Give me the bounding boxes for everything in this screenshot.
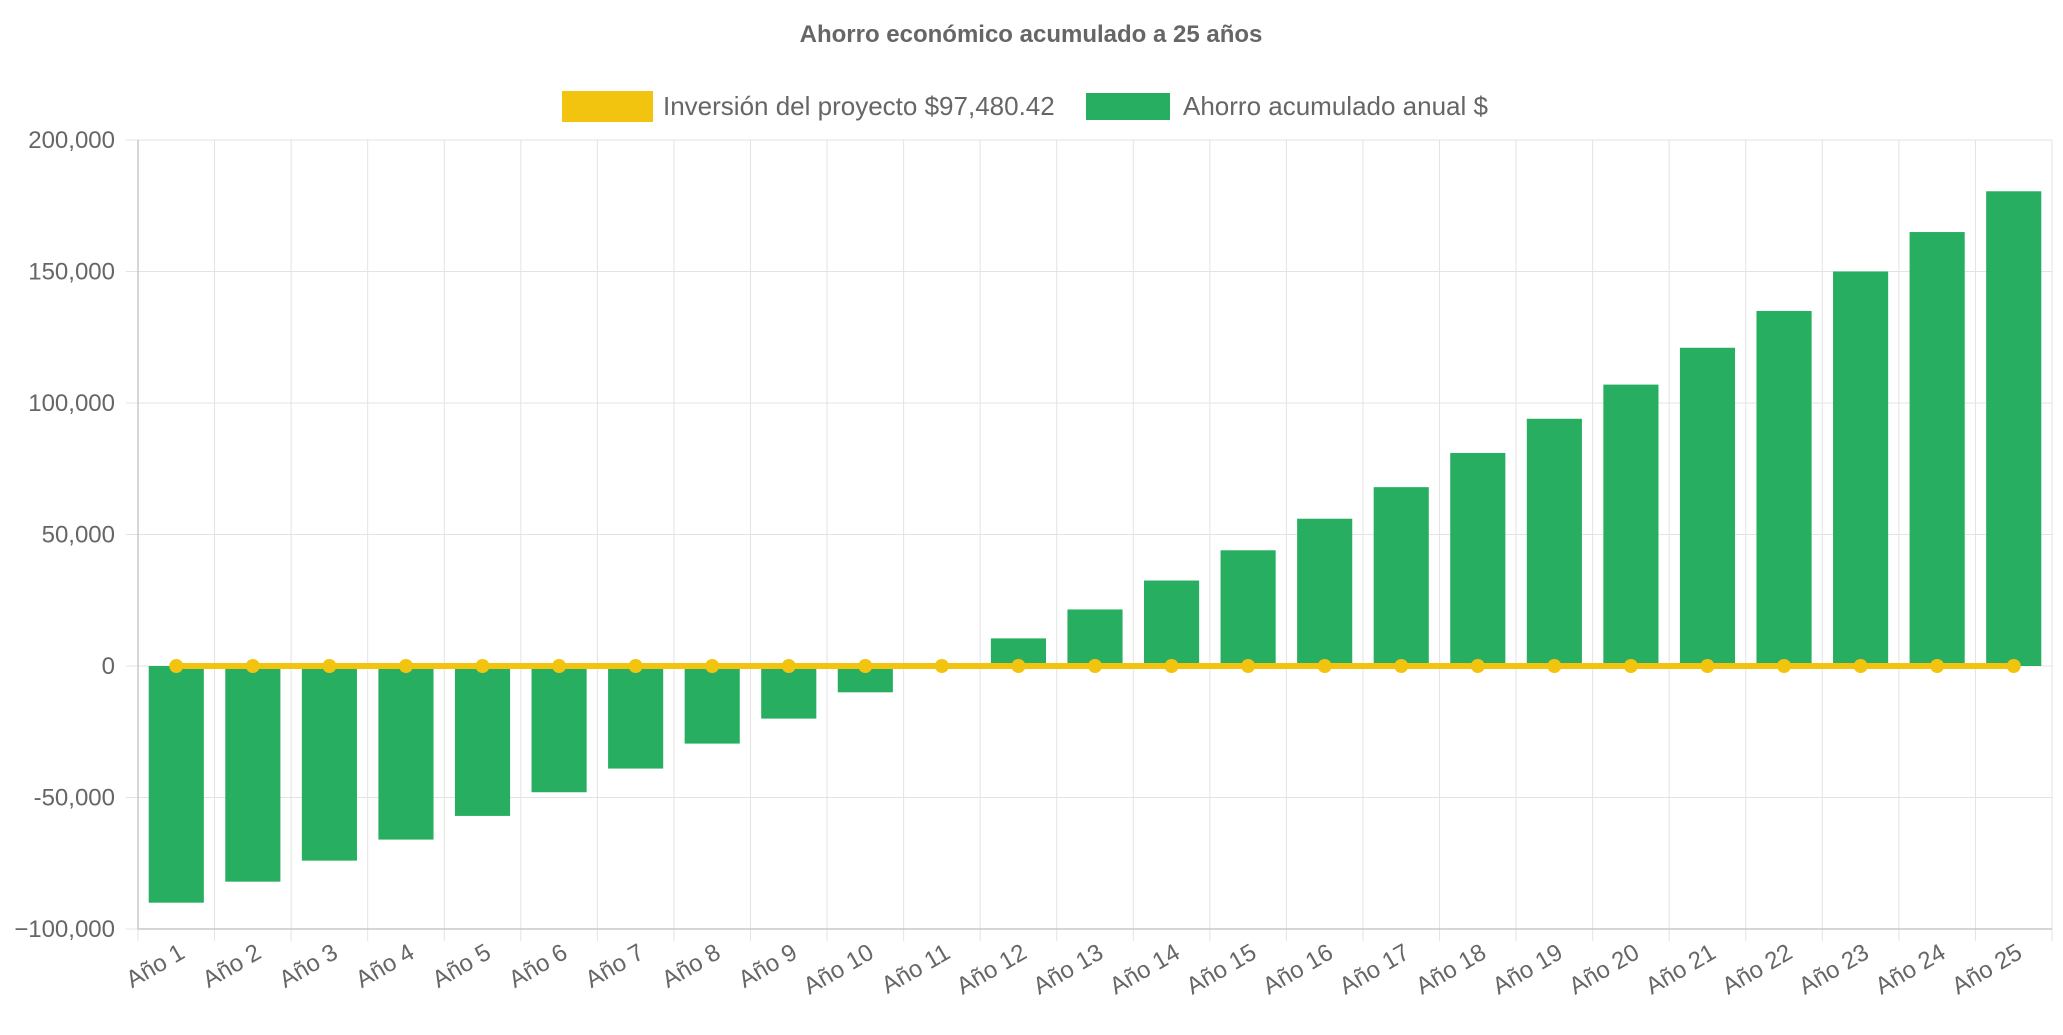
x-tick-label: Año 9 bbox=[734, 939, 802, 994]
y-tick-label: 50,000 bbox=[42, 522, 115, 549]
investment-point[interactable] bbox=[1700, 659, 1715, 673]
x-tick-label: Año 23 bbox=[1794, 939, 1873, 1000]
bar-año-19[interactable] bbox=[1526, 418, 1582, 666]
investment-point[interactable] bbox=[781, 659, 796, 673]
bar-año-17[interactable] bbox=[1373, 487, 1429, 666]
investment-point[interactable] bbox=[628, 659, 643, 673]
x-tick-label: Año 4 bbox=[351, 939, 419, 994]
bar-año-3[interactable] bbox=[301, 666, 357, 861]
line-investment bbox=[169, 659, 2021, 673]
investment-point[interactable] bbox=[1470, 659, 1485, 673]
x-tick-label: Año 3 bbox=[275, 939, 343, 994]
x-tick-label: Año 22 bbox=[1718, 939, 1797, 1000]
bar-año-8[interactable] bbox=[684, 666, 740, 744]
x-tick-label: Año 12 bbox=[952, 939, 1031, 1000]
investment-point[interactable] bbox=[1623, 659, 1638, 673]
investment-point[interactable] bbox=[322, 659, 337, 673]
x-tick-label: Año 19 bbox=[1488, 939, 1567, 1000]
legend-label-savings: Ahorro acumulado anual $ bbox=[1183, 91, 1489, 121]
chart-title: Ahorro económico acumulado a 25 años bbox=[800, 21, 1263, 48]
x-tick-label: Año 10 bbox=[799, 939, 878, 1000]
x-axis: Año 1 Año 2 Año 3 Año 4 Año 5 Año 6 Año 7 Año 8… bbox=[121, 939, 2026, 1000]
bar-año-1[interactable] bbox=[148, 666, 204, 903]
bar-año-9[interactable] bbox=[761, 666, 817, 719]
bar-año-14[interactable] bbox=[1143, 580, 1200, 666]
x-tick-label: Año 21 bbox=[1641, 939, 1720, 1000]
x-tick-label: Año 16 bbox=[1258, 939, 1337, 1000]
bar-año-5[interactable] bbox=[454, 666, 511, 816]
investment-point[interactable] bbox=[1088, 659, 1102, 673]
x-tick-label: Año 2 bbox=[198, 939, 266, 994]
x-tick-label: Año 6 bbox=[504, 939, 572, 994]
bar-año-16[interactable] bbox=[1297, 518, 1353, 666]
investment-point[interactable] bbox=[2006, 659, 2021, 673]
investment-point[interactable] bbox=[1853, 659, 1868, 673]
investment-point[interactable] bbox=[552, 659, 567, 673]
x-tick-label: Año 18 bbox=[1411, 939, 1490, 1000]
bar-año-13[interactable] bbox=[1067, 609, 1123, 666]
y-tick-label: −100,000 bbox=[14, 916, 115, 943]
legend-swatch-investment bbox=[562, 91, 653, 122]
legend-item-savings[interactable]: Ahorro acumulado anual $ bbox=[1086, 91, 1489, 121]
x-tick-label: Año 25 bbox=[1947, 939, 2026, 1000]
legend-item-investment[interactable]: Inversión del proyecto $97,480.42 bbox=[562, 91, 1055, 122]
investment-point[interactable] bbox=[1394, 659, 1409, 673]
legend-swatch-savings bbox=[1086, 93, 1170, 120]
investment-point[interactable] bbox=[245, 659, 260, 673]
investment-point[interactable] bbox=[1547, 659, 1562, 673]
x-tick-label: Año 24 bbox=[1871, 939, 1950, 1000]
investment-point[interactable] bbox=[1317, 659, 1332, 673]
x-tick-label: Año 1 bbox=[121, 939, 189, 994]
investment-point[interactable] bbox=[1930, 659, 1945, 673]
bars-savings bbox=[148, 191, 2042, 903]
x-tick-label: Año 8 bbox=[657, 939, 725, 994]
x-tick-label: Año 14 bbox=[1105, 939, 1184, 1000]
bar-año-6[interactable] bbox=[531, 666, 587, 793]
y-tick-label: 0 bbox=[102, 653, 115, 680]
bar-año-15[interactable] bbox=[1220, 550, 1276, 666]
legend-label-investment: Inversión del proyecto $97,480.42 bbox=[663, 91, 1055, 121]
investment-point[interactable] bbox=[398, 659, 413, 673]
x-tick-label: Año 11 bbox=[877, 939, 955, 1000]
bar-año-24[interactable] bbox=[1909, 232, 1965, 667]
x-tick-label: Año 20 bbox=[1565, 939, 1644, 1000]
y-tick-label: 200,000 bbox=[28, 127, 115, 154]
bar-año-25[interactable] bbox=[1986, 191, 2042, 666]
x-tick-label: Año 17 bbox=[1335, 939, 1414, 1000]
investment-point[interactable] bbox=[934, 659, 949, 673]
bar-año-20[interactable] bbox=[1603, 384, 1659, 666]
bar-año-22[interactable] bbox=[1756, 310, 1812, 666]
investment-point[interactable] bbox=[169, 659, 184, 673]
y-tick-label: 150,000 bbox=[28, 259, 115, 286]
x-tick-label: Año 5 bbox=[428, 939, 496, 994]
bar-año-23[interactable] bbox=[1833, 271, 1889, 667]
y-axis: −100,000 -50,000 0 50,000 100,000 150,000 200,… bbox=[14, 127, 115, 943]
legend: Inversión del proyecto $97,480.42 Ahorro… bbox=[562, 91, 1489, 122]
bar-año-18[interactable] bbox=[1450, 452, 1506, 666]
investment-point[interactable] bbox=[705, 659, 720, 673]
bar-año-4[interactable] bbox=[378, 666, 434, 840]
investment-point[interactable] bbox=[858, 659, 873, 673]
bar-año-7[interactable] bbox=[608, 666, 664, 769]
bar-año-2[interactable] bbox=[225, 666, 281, 882]
x-tick-label: Año 15 bbox=[1182, 939, 1261, 1000]
bar-año-21[interactable] bbox=[1679, 347, 1736, 666]
investment-point[interactable] bbox=[475, 659, 490, 673]
investment-point[interactable] bbox=[1164, 659, 1179, 673]
investment-point[interactable] bbox=[1011, 659, 1026, 673]
y-tick-label: -50,000 bbox=[34, 785, 115, 812]
investment-point[interactable] bbox=[1241, 659, 1256, 673]
x-tick-label: Año 13 bbox=[1029, 939, 1108, 1000]
y-tick-label: 100,000 bbox=[28, 390, 115, 417]
grid bbox=[126, 139, 2053, 941]
investment-point[interactable] bbox=[1777, 659, 1792, 673]
x-tick-label: Año 7 bbox=[581, 939, 649, 994]
